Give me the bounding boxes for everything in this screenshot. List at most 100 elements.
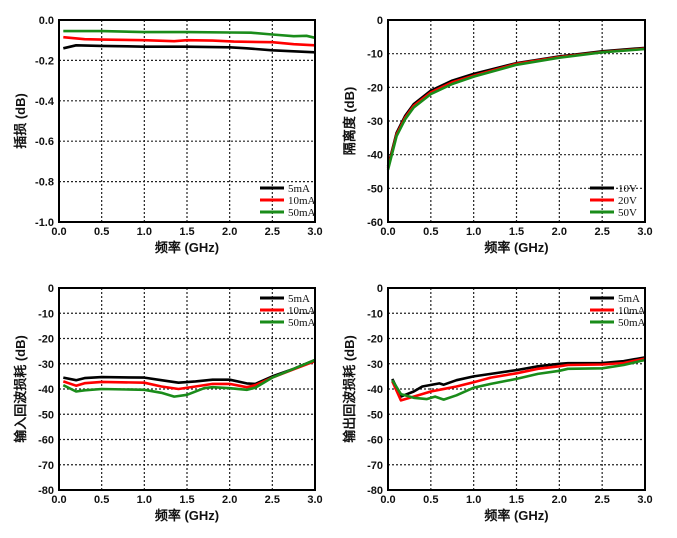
- plot-frame: [387, 19, 646, 223]
- x-axis-label: 频率 (GHz): [155, 508, 219, 523]
- y-axis-label: 隔离度 (dB): [342, 87, 357, 156]
- legend-label: 5mA: [618, 293, 640, 305]
- series-line-5mA: [63, 44, 316, 54]
- x-tick-label: 1.5: [179, 494, 194, 506]
- x-axis-label: 频率 (GHz): [484, 508, 548, 523]
- legend-label: 10mA: [288, 195, 316, 207]
- series-line-10mA: [391, 357, 646, 402]
- y-tick-label: -40: [367, 150, 383, 162]
- y-tick-label: -50: [367, 183, 383, 195]
- x-tick-label: 2.0: [552, 494, 567, 506]
- y-tick-label: -80: [367, 485, 383, 497]
- y-tick-label: -1.0: [35, 217, 54, 229]
- x-tick-label: 1.0: [466, 226, 481, 238]
- legend-label: 10mA: [288, 305, 316, 317]
- subplot-4: 0.0 0.5 1.0 1.5 2.0 2.5 3.0 0 -10 -20 -30 -40 -50 -60…: [342, 283, 653, 523]
- y-tick-label: 0: [377, 15, 383, 27]
- plot-frame: [58, 287, 316, 491]
- y-tick-label: -60: [367, 435, 383, 447]
- y-tick-label: -80: [38, 485, 54, 497]
- subplot-3: 0.0 0.5 1.0 1.5 2.0 2.5 3.0 0 -10 -20 -30 -40 -50 -60…: [13, 283, 323, 523]
- x-tick-label: 0.5: [94, 494, 109, 506]
- y-axis-label: 输入回波损耗 (dB): [13, 335, 28, 443]
- x-tick-label: 1.0: [137, 494, 152, 506]
- y-tick-label: 0: [48, 283, 54, 295]
- y-tick-label: 0.0: [39, 15, 54, 27]
- x-tick-label: 0.5: [423, 494, 438, 506]
- y-tick-label: 0: [377, 283, 383, 295]
- x-tick-label: 3.0: [307, 494, 322, 506]
- y-tick-label: -0.8: [35, 177, 54, 189]
- x-tick-label: 2.0: [222, 226, 237, 238]
- x-tick-label: 1.5: [509, 494, 524, 506]
- x-tick-label: 2.5: [265, 494, 280, 506]
- legend-label: 50mA: [618, 317, 646, 329]
- y-axis-label: 插损 (dB): [13, 93, 28, 149]
- x-tick-label: 1.0: [466, 494, 481, 506]
- series-line-5mA: [63, 358, 316, 386]
- legend-label: 5mA: [288, 183, 310, 195]
- legend-label: 10mA: [618, 305, 646, 317]
- legend-label: 50mA: [288, 317, 316, 329]
- series-line-50V: [386, 47, 646, 171]
- subplot-2: 0.0 0.5 1.0 1.5 2.0 2.5 3.0 0 -10 -20 -30 -40 -50 -60…: [342, 15, 653, 255]
- x-tick-label: 0.0: [51, 226, 66, 238]
- x-tick-label: 3.0: [637, 494, 652, 506]
- series-line-50mA: [63, 29, 316, 40]
- x-tick-label: 0.0: [380, 494, 395, 506]
- series-line-5mA: [391, 356, 646, 398]
- y-tick-label: -50: [367, 409, 383, 421]
- subplot-1: 0.0 0.5 1.0 1.5 2.0 2.5 3.0 0.0 -0.2 -0.4 -0.6 -0.8…: [13, 15, 323, 255]
- y-tick-label: -0.2: [35, 55, 54, 67]
- x-tick-label: 1.5: [509, 226, 524, 238]
- y-tick-label: -70: [367, 460, 383, 472]
- plot-frame: [58, 19, 316, 223]
- y-tick-label: -0.4: [35, 96, 55, 108]
- y-tick-label: -30: [367, 359, 383, 371]
- x-axis-label: 频率 (GHz): [484, 240, 548, 255]
- series-line-50mA: [62, 358, 316, 398]
- x-tick-label: 0.5: [94, 226, 109, 238]
- x-tick-label: 2.0: [222, 494, 237, 506]
- y-tick-label: -10: [367, 49, 383, 61]
- y-tick-label: -40: [367, 384, 383, 396]
- y-axis-label: 输出回波损耗 (dB): [342, 335, 357, 443]
- legend-label: 5mA: [288, 293, 310, 305]
- x-axis-label: 频率 (GHz): [155, 240, 219, 255]
- y-tick-label: -20: [367, 82, 383, 94]
- y-tick-label: -30: [367, 116, 383, 128]
- x-tick-label: 1.5: [179, 226, 194, 238]
- x-tick-label: 3.0: [637, 226, 652, 238]
- y-tick-label: -10: [367, 308, 383, 320]
- y-tick-label: -70: [38, 460, 54, 472]
- x-tick-label: 0.0: [380, 226, 395, 238]
- x-tick-label: 2.5: [265, 226, 280, 238]
- y-tick-label: -60: [367, 217, 383, 229]
- series-line-10mA: [63, 35, 316, 47]
- y-tick-label: -10: [38, 308, 54, 320]
- y-tick-label: -30: [38, 359, 54, 371]
- series-line-50mA: [391, 358, 646, 401]
- x-tick-label: 0.5: [423, 226, 438, 238]
- y-tick-label: -20: [367, 334, 383, 346]
- legend-label: 10V: [618, 183, 637, 195]
- x-tick-label: 2.0: [552, 226, 567, 238]
- legend-label: 20V: [618, 195, 637, 207]
- legend-label: 50V: [618, 207, 637, 219]
- y-tick-label: -40: [38, 384, 54, 396]
- y-tick-label: -50: [38, 409, 54, 421]
- x-tick-label: 2.5: [595, 494, 610, 506]
- plot-frame: [387, 287, 646, 491]
- x-tick-label: 1.0: [137, 226, 152, 238]
- y-tick-label: -20: [38, 334, 54, 346]
- y-tick-label: -0.6: [35, 136, 54, 148]
- y-tick-label: -60: [38, 435, 54, 447]
- x-tick-label: 3.0: [307, 226, 322, 238]
- legend-label: 50mA: [288, 207, 316, 219]
